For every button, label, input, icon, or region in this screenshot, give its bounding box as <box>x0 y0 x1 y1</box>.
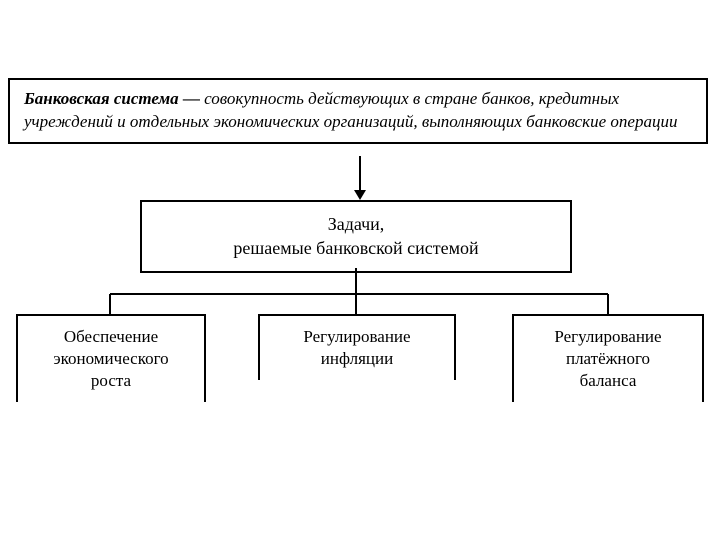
child0-line2: экономического <box>26 348 196 370</box>
child1-line2: инфляции <box>268 348 446 370</box>
tasks-box: Задачи, решаемые банковской системой <box>140 200 572 273</box>
tasks-line1: Задачи, <box>162 212 550 236</box>
definition-box: Банковская система — совокупность действ… <box>8 78 708 144</box>
definition-dash: — <box>183 89 200 108</box>
arrow-head <box>354 190 366 200</box>
child-box-0: Обеспечение экономического роста <box>16 314 206 402</box>
tasks-line2: решаемые банковской системой <box>162 236 550 260</box>
child-box-1: Регулирование инфляции <box>258 314 456 380</box>
child2-line3: баланса <box>522 370 694 392</box>
definition-term: Банковская система <box>24 89 179 108</box>
child-box-2: Регулирование платёжного баланса <box>512 314 704 402</box>
child2-line1: Регулирование <box>522 326 694 348</box>
child0-line3: роста <box>26 370 196 392</box>
child1-line1: Регулирование <box>268 326 446 348</box>
child2-line2: платёжного <box>522 348 694 370</box>
child0-line1: Обеспечение <box>26 326 196 348</box>
